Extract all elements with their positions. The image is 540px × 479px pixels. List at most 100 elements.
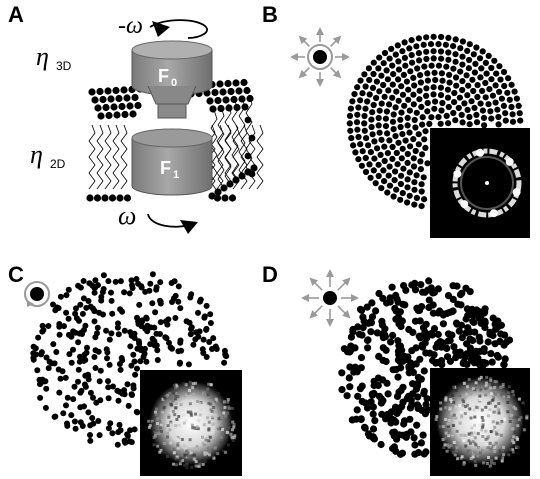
particle <box>355 104 362 111</box>
particle <box>30 350 37 357</box>
particle <box>378 136 385 143</box>
particle <box>416 334 424 342</box>
particle <box>125 402 132 409</box>
particle <box>207 311 214 318</box>
particle <box>121 437 128 444</box>
lipid-tail <box>120 124 128 190</box>
particle <box>377 151 384 158</box>
particle <box>444 94 452 101</box>
particle <box>358 397 366 406</box>
particle <box>92 277 99 284</box>
lipid-head <box>91 96 99 104</box>
particle <box>96 432 103 439</box>
particle <box>411 179 418 186</box>
particle <box>409 328 417 336</box>
particle <box>98 294 105 300</box>
particle <box>445 34 452 42</box>
eta-2d-subscript: 2D <box>50 157 66 171</box>
lipid-tails <box>88 94 264 192</box>
particle <box>80 354 87 361</box>
particle <box>210 335 217 342</box>
particle <box>459 78 466 85</box>
particle <box>393 392 402 400</box>
particle <box>136 301 143 308</box>
outward-arrow-icon <box>309 277 323 291</box>
particle <box>43 354 50 361</box>
particle <box>81 327 87 333</box>
particle <box>375 172 382 180</box>
particle <box>419 114 426 121</box>
particle <box>370 377 378 385</box>
particle <box>495 121 502 128</box>
particle <box>369 109 376 116</box>
lipid-head <box>233 103 241 112</box>
particle <box>484 338 492 346</box>
particle <box>195 309 201 316</box>
particle <box>346 383 354 391</box>
particle <box>429 356 437 365</box>
lipid-heads-bottom <box>86 116 258 202</box>
particle <box>428 62 435 69</box>
particle <box>491 57 498 64</box>
particle <box>35 334 42 341</box>
particle <box>505 336 514 344</box>
particle <box>370 167 377 174</box>
particle <box>348 416 356 424</box>
particle <box>417 281 425 289</box>
particle <box>50 341 57 348</box>
particle <box>157 297 163 304</box>
particle <box>187 331 194 338</box>
particle <box>384 76 391 83</box>
particle <box>381 49 389 57</box>
particle <box>406 192 413 199</box>
particle <box>73 315 80 322</box>
particle <box>381 178 388 185</box>
particle <box>482 359 490 367</box>
particle <box>405 86 412 93</box>
particle <box>472 60 479 67</box>
particle <box>381 157 388 165</box>
particle <box>147 280 154 287</box>
lipid-head <box>113 111 121 119</box>
particle <box>511 88 518 95</box>
particle <box>343 348 352 356</box>
particle <box>422 144 429 151</box>
particle <box>117 278 124 285</box>
lipid-head <box>110 103 118 111</box>
particle <box>376 88 383 95</box>
particle <box>470 87 477 95</box>
particle <box>430 33 437 40</box>
particle <box>384 150 391 157</box>
particle <box>391 403 400 411</box>
particle <box>137 358 144 365</box>
particle <box>439 320 447 328</box>
particle <box>395 76 402 83</box>
particle <box>171 278 178 285</box>
lipid-head <box>225 104 233 112</box>
particle <box>392 315 400 323</box>
particle <box>197 296 204 303</box>
particle <box>411 116 418 124</box>
particle <box>378 410 386 418</box>
particle <box>126 290 133 297</box>
particle <box>370 59 377 66</box>
particle <box>361 71 368 78</box>
particle <box>377 399 385 407</box>
particle <box>452 354 460 362</box>
particle <box>389 62 396 69</box>
particle <box>387 338 395 346</box>
particle <box>133 276 140 282</box>
particle <box>367 149 374 156</box>
particle <box>418 203 425 210</box>
particle <box>423 48 430 55</box>
particle <box>413 382 421 390</box>
particle <box>414 393 422 401</box>
particle <box>46 358 53 365</box>
particle <box>370 70 377 78</box>
particle <box>465 82 472 89</box>
lipid-tail <box>96 124 104 190</box>
particle <box>458 289 466 297</box>
lipid-head <box>120 86 128 94</box>
particle <box>483 70 490 77</box>
eta-3d-subscript: 3D <box>56 59 72 73</box>
